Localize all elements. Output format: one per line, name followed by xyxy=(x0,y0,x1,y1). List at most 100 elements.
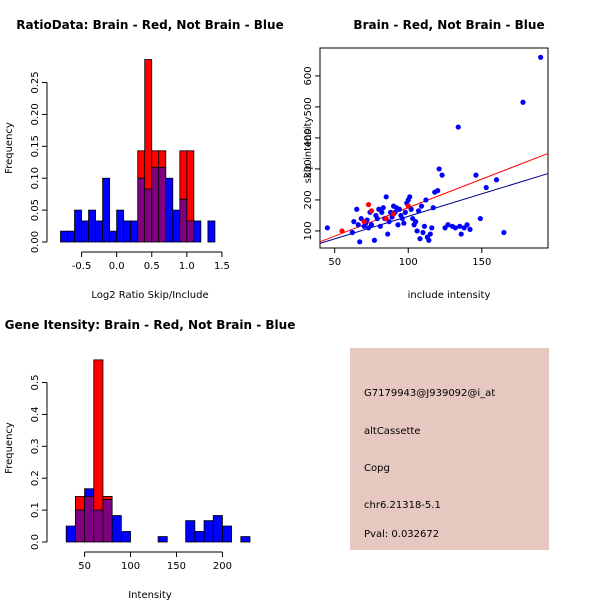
gene-histogram-ylabel: Frequency xyxy=(4,422,15,474)
not-brain-bar xyxy=(111,515,122,543)
gene-histogram-axes: 50 100 150 200 0.0 0.1 0.2 0.3 0.4 0.5 xyxy=(30,375,232,572)
x-tick-label: 200 xyxy=(213,561,232,572)
not-brain-bar xyxy=(207,220,216,243)
not-brain-point xyxy=(385,231,391,237)
not-brain-bar xyxy=(130,220,139,243)
overlap-bar xyxy=(144,188,153,243)
y-tick-label: 0.3 xyxy=(30,438,41,454)
x-tick-label: -0.5 xyxy=(72,261,92,272)
ratio-histogram-bars xyxy=(60,59,216,243)
not-brain-point xyxy=(415,208,422,214)
scatter-points xyxy=(324,54,544,245)
scatter-ylabel: skip intensity xyxy=(303,117,314,184)
not-brain-point xyxy=(439,172,445,178)
info-panel-background xyxy=(350,348,549,550)
overlap-bar xyxy=(74,509,85,543)
overlap-bar xyxy=(84,495,95,543)
not-brain-point xyxy=(379,209,385,215)
x-tick-label: 50 xyxy=(78,561,91,572)
scatter-plot-box xyxy=(319,47,549,249)
x-tick-label: 1.5 xyxy=(214,261,230,272)
not-brain-bar xyxy=(67,230,75,243)
not-brain-bar xyxy=(81,220,89,243)
overlap-bar xyxy=(186,220,195,243)
not-brain-point xyxy=(435,188,441,194)
brain-bar xyxy=(158,150,167,168)
not-brain-point xyxy=(477,215,483,222)
not-brain-point xyxy=(355,222,361,228)
ratio-histogram-panel: RatioData: Brain - Red, Not Brain - Blue… xyxy=(4,18,284,301)
not-brain-point xyxy=(374,215,380,222)
not-brain-point xyxy=(399,215,405,222)
scatter-xlabel: include intensity xyxy=(408,290,491,301)
brain-bar xyxy=(179,150,188,200)
not-brain-point xyxy=(423,197,429,203)
not-brain-point xyxy=(473,172,479,178)
overlap-bar xyxy=(179,198,188,243)
scatter-axes: 50 100 150 100 200 300 400 500 600 xyxy=(303,66,491,268)
y-tick-label: 0.10 xyxy=(30,167,41,189)
scatter-title: Brain - Red, Not Brain - Blue xyxy=(353,18,544,32)
x-tick-label: 0.0 xyxy=(109,261,125,272)
brain-bar xyxy=(151,150,160,168)
location-text: chr6.21318-5.1 xyxy=(364,500,441,511)
not-brain-point xyxy=(357,239,363,245)
not-brain-point xyxy=(396,206,403,212)
not-brain-point xyxy=(464,222,470,228)
ratio-histogram-ylabel: Frequency xyxy=(4,122,15,174)
not-brain-point xyxy=(427,231,433,237)
not-brain-point xyxy=(420,229,426,236)
not-brain-bar xyxy=(60,230,68,243)
not-brain-bar xyxy=(123,220,132,243)
y-tick-label: 0.15 xyxy=(30,135,41,157)
not-brain-point xyxy=(407,194,413,200)
not-brain-bar xyxy=(102,177,111,243)
not-brain-bar xyxy=(203,520,214,543)
not-brain-bar xyxy=(212,515,223,543)
not-brain-bar xyxy=(84,488,95,497)
not-brain-bar xyxy=(116,209,125,243)
y-tick-label: 0.1 xyxy=(30,502,41,518)
gene-histogram-bars xyxy=(65,359,251,543)
brain-point xyxy=(383,215,389,222)
not-brain-point xyxy=(351,219,357,225)
overlap-bar xyxy=(93,509,104,543)
y-tick-label: 0.0 xyxy=(30,534,41,550)
y-tick-label: 0.00 xyxy=(30,231,41,253)
ratio-histogram-xlabel: Log2 Ratio Skip/Include xyxy=(91,290,208,301)
not-brain-point xyxy=(413,219,419,225)
brain-bar xyxy=(102,495,113,500)
not-brain-point xyxy=(368,222,375,228)
not-brain-point xyxy=(430,205,436,211)
info-panel: G7179943@J939092@i_at altCassette Copg c… xyxy=(350,348,549,550)
pval-text: Pval: 0.032672 xyxy=(364,529,439,540)
not-brain-point xyxy=(414,228,420,234)
brain-point xyxy=(339,228,345,234)
brain-point xyxy=(390,211,397,217)
ratio-histogram-axes: -0.5 0.0 0.5 1.0 1.5 0.00 0.05 0.10 0.15 0.20 0.25 xyxy=(30,71,230,272)
not-brain-point xyxy=(426,237,432,243)
y-tick-label: 0.5 xyxy=(30,375,41,391)
not-brain-bar xyxy=(172,209,181,243)
y-tick-label: 0.25 xyxy=(30,71,41,93)
not-brain-point xyxy=(395,222,401,228)
y-tick-label: 0.4 xyxy=(30,406,41,422)
not-brain-point xyxy=(324,225,330,231)
brain-point xyxy=(405,203,411,209)
not-brain-point xyxy=(371,237,378,243)
brain-bar xyxy=(93,359,104,511)
not-brain-point xyxy=(520,99,526,105)
not-brain-point xyxy=(429,225,435,231)
gene-histogram-title: Gene Itensity: Brain - Red, Not Brain - … xyxy=(5,318,296,332)
brain-bar xyxy=(74,495,85,511)
x-tick-label: 150 xyxy=(472,257,491,268)
x-tick-label: 50 xyxy=(328,257,341,268)
not-brain-point xyxy=(402,209,408,215)
not-brain-point xyxy=(538,54,544,60)
not-brain-point xyxy=(380,205,386,211)
not-brain-point xyxy=(377,223,383,229)
not-brain-point xyxy=(349,229,355,236)
not-brain-point xyxy=(421,223,428,229)
not-brain-bar xyxy=(120,531,131,543)
not-brain-point xyxy=(452,225,458,231)
